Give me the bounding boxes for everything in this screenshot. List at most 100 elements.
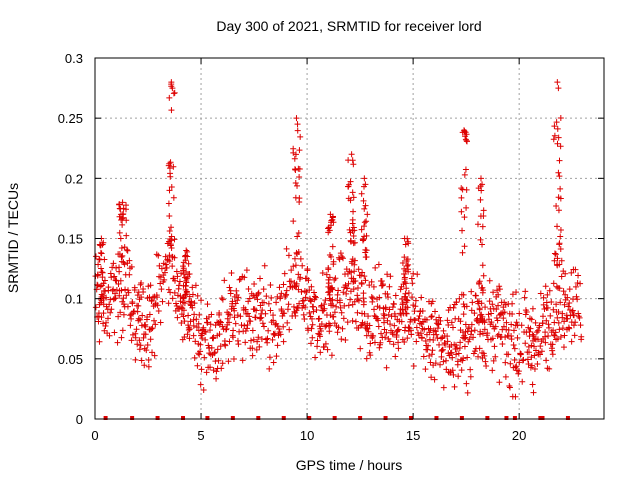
data-point bbox=[184, 331, 191, 338]
data-point bbox=[214, 346, 221, 353]
data-point bbox=[511, 345, 518, 352]
y-tick-label: 0.3 bbox=[65, 51, 83, 66]
data-point bbox=[366, 322, 373, 329]
data-point bbox=[117, 309, 124, 316]
zero-marker bbox=[281, 416, 286, 420]
data-point bbox=[352, 318, 359, 325]
data-point bbox=[154, 294, 161, 301]
data-point bbox=[457, 327, 464, 334]
data-point bbox=[457, 318, 464, 325]
data-point bbox=[200, 387, 207, 394]
data-point bbox=[460, 311, 467, 318]
data-point bbox=[383, 329, 390, 336]
data-point bbox=[242, 306, 249, 313]
data-point bbox=[376, 304, 383, 311]
data-point bbox=[490, 289, 497, 296]
data-point bbox=[428, 313, 435, 320]
data-point bbox=[178, 304, 185, 311]
data-point bbox=[478, 300, 485, 307]
data-point bbox=[355, 266, 362, 273]
data-point bbox=[495, 291, 502, 298]
data-point bbox=[237, 313, 244, 320]
data-point bbox=[211, 350, 218, 357]
data-point bbox=[477, 236, 484, 243]
data-point bbox=[133, 326, 140, 333]
zero-marker bbox=[358, 416, 363, 420]
data-point bbox=[306, 287, 313, 294]
data-point bbox=[202, 336, 209, 343]
data-point bbox=[557, 226, 564, 233]
data-point bbox=[360, 295, 367, 302]
data-point bbox=[408, 275, 415, 282]
data-point bbox=[556, 157, 563, 164]
data-point bbox=[570, 322, 577, 329]
data-point bbox=[459, 227, 466, 234]
data-point bbox=[277, 331, 284, 338]
data-point bbox=[376, 294, 383, 301]
data-point bbox=[180, 265, 187, 272]
data-point bbox=[270, 359, 277, 366]
data-point bbox=[280, 323, 287, 330]
data-point bbox=[493, 314, 500, 321]
data-point bbox=[479, 181, 486, 188]
data-point bbox=[326, 288, 333, 295]
data-point bbox=[345, 280, 352, 287]
data-point bbox=[274, 342, 281, 349]
data-point bbox=[350, 194, 357, 201]
data-point bbox=[292, 262, 299, 269]
data-point bbox=[481, 352, 488, 359]
zero-markers bbox=[103, 416, 570, 420]
data-point bbox=[120, 301, 127, 308]
data-point bbox=[530, 389, 537, 396]
data-point bbox=[166, 227, 173, 234]
data-point bbox=[347, 296, 354, 303]
data-point bbox=[561, 332, 568, 339]
data-point bbox=[92, 253, 99, 260]
data-point bbox=[335, 287, 342, 294]
data-point bbox=[281, 310, 288, 317]
data-point bbox=[395, 339, 402, 346]
data-point bbox=[528, 342, 535, 349]
data-point bbox=[456, 345, 463, 352]
data-point bbox=[477, 312, 484, 319]
data-point bbox=[482, 358, 489, 365]
data-point bbox=[288, 267, 295, 274]
y-tick-label: 0 bbox=[76, 412, 83, 427]
data-point bbox=[575, 310, 582, 317]
data-point bbox=[516, 310, 523, 317]
data-point bbox=[149, 325, 156, 332]
data-point bbox=[361, 223, 368, 230]
data-point bbox=[100, 301, 107, 308]
data-point bbox=[99, 269, 106, 276]
data-point bbox=[358, 190, 365, 197]
data-point bbox=[432, 308, 439, 315]
zero-marker bbox=[512, 416, 517, 420]
data-point bbox=[185, 312, 192, 319]
data-point bbox=[397, 286, 404, 293]
data-point bbox=[376, 344, 383, 351]
data-point bbox=[307, 297, 314, 304]
data-point bbox=[302, 304, 309, 311]
data-point bbox=[477, 196, 484, 203]
data-point bbox=[575, 313, 582, 320]
data-point bbox=[556, 241, 563, 248]
data-point bbox=[448, 349, 455, 356]
data-point bbox=[350, 233, 357, 240]
data-point bbox=[392, 313, 399, 320]
data-point bbox=[207, 321, 214, 328]
data-point bbox=[561, 301, 568, 308]
data-point bbox=[257, 302, 264, 309]
data-point bbox=[572, 319, 579, 326]
data-point bbox=[478, 315, 485, 322]
data-point bbox=[463, 186, 470, 193]
data-point bbox=[394, 327, 401, 334]
data-point bbox=[309, 334, 316, 341]
data-point bbox=[522, 288, 529, 295]
data-point bbox=[103, 294, 110, 301]
y-axis-label: SRMTID / TECUs bbox=[5, 183, 21, 293]
data-point bbox=[165, 300, 172, 307]
data-point bbox=[134, 292, 141, 299]
data-point bbox=[407, 316, 414, 323]
data-point bbox=[529, 305, 536, 312]
data-point bbox=[299, 298, 306, 305]
